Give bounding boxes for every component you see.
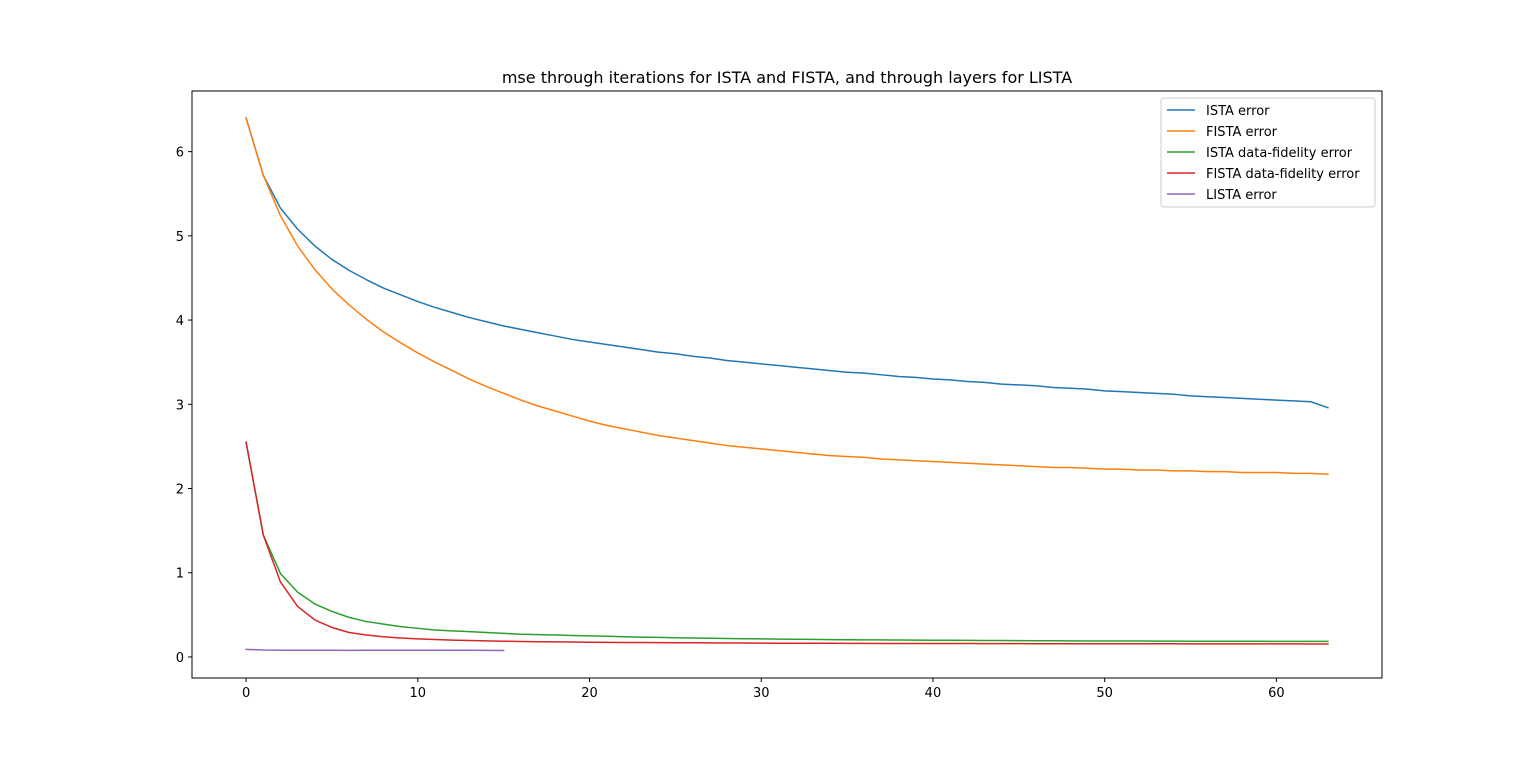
legend-label-5: LISTA error bbox=[1206, 188, 1277, 203]
legend-label-1: ISTA error bbox=[1206, 104, 1270, 119]
y-axis: 0 1 2 3 4 5 6 bbox=[176, 146, 192, 666]
series-line-1 bbox=[245, 117, 1329, 409]
series-line-5 bbox=[245, 648, 505, 652]
y-tick-label: 0 bbox=[176, 651, 184, 666]
x-tick-label: 0 bbox=[242, 686, 250, 701]
y-tick-label: 2 bbox=[176, 483, 184, 498]
y-tick-label: 3 bbox=[176, 398, 184, 413]
x-tick-label: 40 bbox=[925, 686, 942, 701]
legend-box bbox=[1160, 97, 1376, 208]
x-tick-label: 10 bbox=[410, 686, 427, 701]
x-axis: 0 10 20 30 40 50 60 bbox=[242, 678, 1285, 701]
legend: ISTA error FISTA error ISTA data-fidelity … bbox=[1160, 97, 1376, 208]
legend-label-4: FISTA data-fidelity error bbox=[1206, 167, 1360, 182]
x-tick-label: 30 bbox=[753, 686, 770, 701]
series-line-4 bbox=[245, 441, 1329, 645]
y-tick-label: 5 bbox=[176, 230, 184, 245]
y-tick-label: 6 bbox=[176, 146, 184, 161]
series-line-2 bbox=[245, 117, 1329, 475]
chart-title: mse through iterations for ISTA and FIST… bbox=[502, 68, 1072, 87]
y-tick-label: 4 bbox=[176, 314, 184, 329]
legend-label-2: FISTA error bbox=[1206, 125, 1278, 140]
series-line-3 bbox=[245, 441, 1329, 643]
x-tick-label: 20 bbox=[581, 686, 598, 701]
plot-area-frame bbox=[191, 90, 1383, 679]
legend-label-3: ISTA data-fidelity error bbox=[1206, 146, 1353, 161]
y-tick-label: 1 bbox=[176, 567, 184, 582]
x-tick-label: 50 bbox=[1096, 686, 1113, 701]
series-layer bbox=[245, 117, 1329, 652]
x-tick-label: 60 bbox=[1268, 686, 1285, 701]
